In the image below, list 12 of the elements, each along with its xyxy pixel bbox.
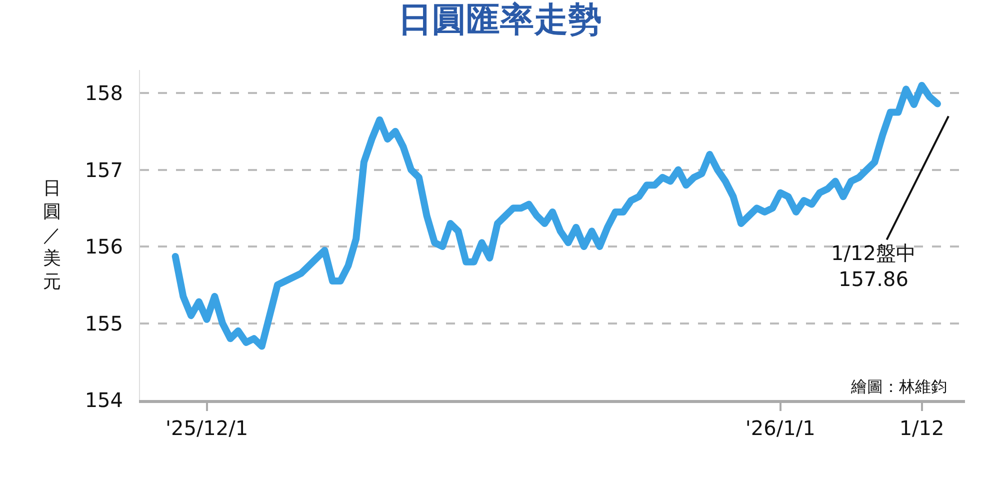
annotation: 1/12盤中 157.86 [831, 241, 916, 291]
annotation: 繪圖：林維鈞 [850, 377, 947, 396]
x-tick-label: 1/12 [899, 416, 944, 440]
y-tick-label: 157 [84, 158, 123, 182]
y-tick-label: 154 [84, 388, 123, 412]
chart-title: 日圓匯率走勢 [398, 0, 602, 40]
x-tick-label: '25/12/1 [165, 416, 248, 440]
y-tick-label: 158 [84, 81, 123, 106]
y-tick-label: 156 [84, 234, 123, 259]
y-tick-label: 155 [84, 311, 123, 336]
y-axis-title: 日圓／美元 [43, 178, 61, 293]
x-tick-label: '26/1/1 [745, 416, 816, 440]
